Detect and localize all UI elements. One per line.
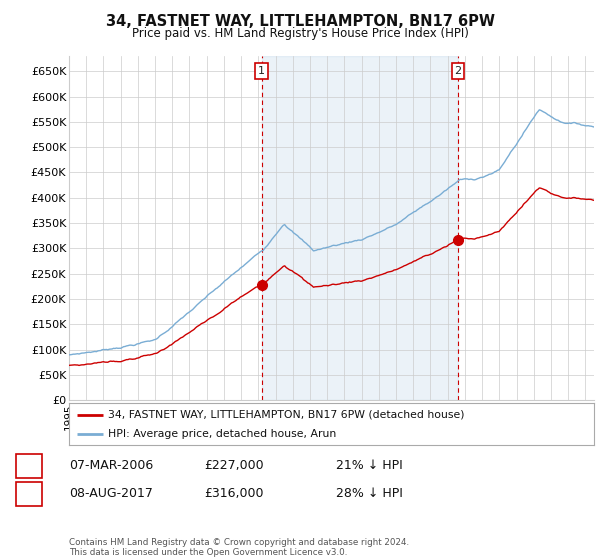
- Bar: [262, 56, 458, 400]
- Text: HPI: Average price, detached house, Arun: HPI: Average price, detached house, Arun: [109, 429, 337, 439]
- Text: 08-AUG-2017: 08-AUG-2017: [69, 487, 153, 501]
- Text: 34, FASTNET WAY, LITTLEHAMPTON, BN17 6PW: 34, FASTNET WAY, LITTLEHAMPTON, BN17 6PW: [106, 14, 494, 29]
- Text: 1: 1: [25, 459, 33, 473]
- Text: 2: 2: [454, 66, 461, 76]
- Text: 28% ↓ HPI: 28% ↓ HPI: [336, 487, 403, 501]
- Text: Contains HM Land Registry data © Crown copyright and database right 2024.
This d: Contains HM Land Registry data © Crown c…: [69, 538, 409, 557]
- Text: 21% ↓ HPI: 21% ↓ HPI: [336, 459, 403, 473]
- Text: 2: 2: [25, 487, 33, 501]
- Text: £227,000: £227,000: [204, 459, 263, 473]
- Text: 1: 1: [258, 66, 265, 76]
- Text: 07-MAR-2006: 07-MAR-2006: [69, 459, 153, 473]
- Text: 34, FASTNET WAY, LITTLEHAMPTON, BN17 6PW (detached house): 34, FASTNET WAY, LITTLEHAMPTON, BN17 6PW…: [109, 409, 465, 419]
- Text: Price paid vs. HM Land Registry's House Price Index (HPI): Price paid vs. HM Land Registry's House …: [131, 27, 469, 40]
- Text: £316,000: £316,000: [204, 487, 263, 501]
